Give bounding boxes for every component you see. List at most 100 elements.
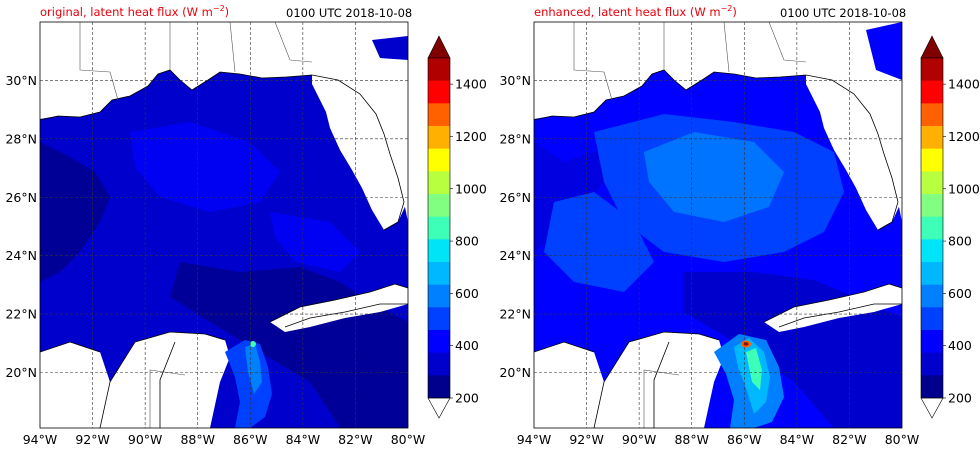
right-map-frame [533,21,903,429]
right-colorbar-tick-label: 400 [948,338,972,353]
right-colorbar-tick-label: 1000 [948,181,980,196]
left-title-text: original, latent heat flux (W m [40,4,213,19]
right-colorbar-band [921,126,943,150]
right-colorbar-tick-label: 200 [948,391,972,406]
left-colorbar-band [428,58,450,82]
left-colorbar-tick-label: 600 [455,286,479,301]
right-colorbar-band [921,352,943,376]
left-colorbar-band [428,80,450,104]
right-colorbar-band [921,103,943,127]
left-title-close: ) [224,4,230,19]
right-colorbar-extend-min [920,397,944,419]
left-colorbar-band [428,375,450,399]
right-title-close: ) [732,4,737,19]
left-colorbar-tick-label: 200 [455,391,479,406]
left-colorbar-band [428,216,450,240]
right-axis-ticks: 94°W 92°W 90°W 88°W 86°W 84°W 82°W 80°W 30°N 28°N… [499,73,919,447]
left-lon-tick-label: 92°W [75,432,110,447]
left-colorbar-band [428,307,450,331]
left-lat-tick-label: 26°N [5,190,37,205]
left-lat-tick-label: 22°N [5,307,37,322]
left-colorbar-tick-label: 400 [455,338,479,353]
right-colorbar-extend-max [920,35,944,59]
left-lat-tick-label: 20°N [5,365,37,380]
right-colorbar-band [921,216,943,240]
left-colorbar-frame [427,57,451,399]
right-colorbar-tick-label: 600 [948,286,972,301]
left-lon-tick-label: 82°W [338,432,373,447]
left-colorbar-extend-min [427,397,451,419]
right-colorbar-band [921,80,943,104]
left-coastlines [40,69,408,428]
left-lat-tick-label: 24°N [5,248,37,263]
left-colorbar-tick-label: 800 [455,234,479,249]
right-colorbar-tick-label: 800 [948,234,972,249]
right-lon-tick-label: 92°W [569,432,604,447]
right-colorbar-frame [920,57,944,399]
right-colorbar-band [921,375,943,399]
left-lon-tick-label: 90°W [128,432,163,447]
left-lon-tick-label: 88°W [180,432,215,447]
left-colorbar-band [428,352,450,376]
right-colorbar-band [921,239,943,263]
right-lon-tick-label: 84°W [780,432,815,447]
right-lon-tick-label: 90°W [622,432,657,447]
right-colorbar-tick-label: 1200 [948,129,980,144]
left-lat-tick-label: 28°N [5,131,37,146]
right-lat-tick-label: 26°N [499,190,531,205]
right-colorbar-band [921,58,943,82]
left-lat-tick-label: 30°N [5,73,37,88]
right-colorbar: 1400 1200 1000 800 600 400 200 [920,35,980,419]
left-colorbar-band [428,126,450,150]
left-lon-tick-label: 94°W [23,432,58,447]
right-borders [573,22,807,428]
left-axis-ticks: 94°W 92°W 90°W 88°W 86°W 84°W 82°W 80°W 30°N 28°N… [5,73,425,447]
left-colorbar-extend-max [427,35,451,59]
right-florida-land [806,22,902,230]
right-lon-tick-label: 80°W [885,432,920,447]
left-colorbar-tick-label: 1000 [455,181,487,196]
left-map-frame [39,21,409,429]
left-map [40,22,408,428]
right-gridlines [534,22,902,428]
right-lat-tick-label: 30°N [499,73,531,88]
right-colorbar-band [921,194,943,218]
left-colorbar-band [428,194,450,218]
right-lat-tick-label: 22°N [499,307,531,322]
right-coastlines [534,69,902,428]
right-colorbar-band [921,171,943,195]
right-lon-tick-label: 94°W [517,432,552,447]
right-title-sup: −2 [720,4,733,13]
left-colorbar-band [428,330,450,354]
left-lon-tick-label: 80°W [391,432,426,447]
left-colorbar-tick-label: 1400 [455,77,487,92]
right-lat-tick-label: 28°N [499,131,531,146]
left-florida-land [312,22,408,230]
left-colorbar-band [428,148,450,172]
left-panel-title: original, latent heat flux (W m−2) [40,4,229,19]
left-colorbar-band [428,284,450,308]
left-colorbar-band [428,262,450,286]
right-colorbar-band [921,148,943,172]
left-colorbar-band [428,171,450,195]
right-lat-tick-label: 20°N [499,365,531,380]
right-colorbar-tick-label: 1400 [948,77,980,92]
right-lon-tick-label: 86°W [727,432,762,447]
left-colorbar: 1400 1200 1000 800 600 400 200 [427,35,487,419]
left-gridlines [40,22,408,428]
right-colorbar-band [921,307,943,331]
right-lon-tick-label: 88°W [674,432,709,447]
left-panel-timestamp: 0100 UTC 2018-10-08 [286,6,413,20]
right-colorbar-band [921,284,943,308]
left-title-sup: −2 [212,4,225,13]
left-lon-tick-label: 86°W [233,432,268,447]
right-lon-tick-label: 82°W [832,432,867,447]
right-panel-title: enhanced, latent heat flux (W m−2) [534,4,737,19]
right-colorbar-band [921,262,943,286]
left-borders [79,22,313,428]
right-lat-tick-label: 24°N [499,248,531,263]
right-panel-timestamp: 0100 UTC 2018-10-08 [780,6,907,20]
left-lon-tick-label: 84°W [286,432,321,447]
right-title-text: enhanced, latent heat flux (W m [534,4,721,19]
